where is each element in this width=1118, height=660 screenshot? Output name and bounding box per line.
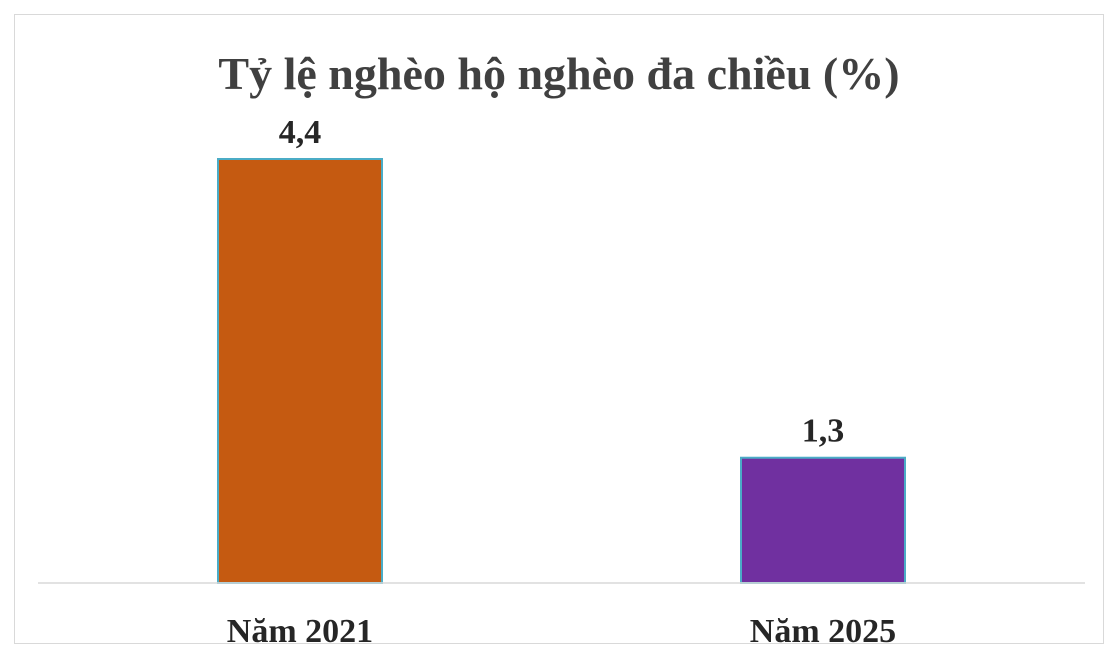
bar-2	[740, 456, 906, 584]
labels-group: 4,4 Năm 2021 1,3 Năm 2025	[227, 114, 896, 650]
chart-frame: Tỷ lệ nghèo hộ nghèo đa chiều (%)	[14, 14, 1104, 644]
data-label-1: 4,4	[279, 114, 322, 151]
data-label-2: 1,3	[802, 413, 845, 450]
x-tick-label-1: Năm 2021	[227, 613, 373, 650]
bar-1	[217, 158, 383, 584]
chart-title: Tỷ lệ nghèo hộ nghèo đa chiều (%)	[218, 48, 900, 99]
x-tick-label-2: Năm 2025	[750, 613, 896, 650]
bars-group	[217, 158, 906, 584]
